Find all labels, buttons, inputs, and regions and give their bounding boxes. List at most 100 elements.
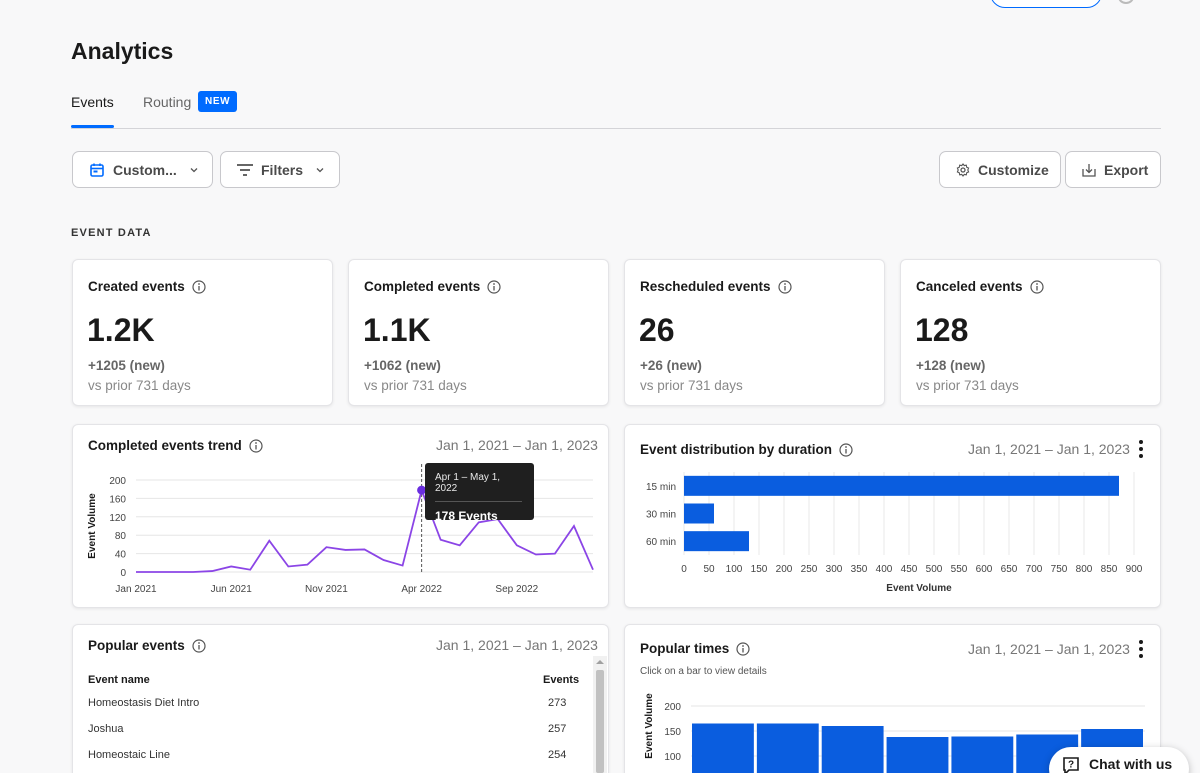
x-tick-label: 850 [1101, 564, 1118, 575]
customize-label: Customize [978, 161, 1049, 178]
card-title: Popular events [88, 638, 206, 653]
x-tick-label: 750 [1051, 564, 1068, 575]
table-row-name[interactable]: Homeostasis Diet Intro [88, 697, 200, 709]
chat-icon: ? [1063, 757, 1079, 773]
bar[interactable] [692, 723, 754, 773]
table-row-name[interactable]: Homeostaic Line [88, 749, 170, 761]
chevron-down-icon [316, 167, 324, 172]
stat-title-text: Canceled events [916, 279, 1023, 294]
card-subtitle: Click on a bar to view details [640, 666, 767, 677]
chat-widget-button[interactable]: ? Chat with us [1049, 747, 1189, 773]
x-tick-label: Nov 2021 [305, 584, 348, 595]
export-button[interactable]: Export [1065, 151, 1161, 188]
chart-tooltip: Apr 1 – May 1, 2022 178 Events [425, 463, 534, 523]
info-icon[interactable] [487, 279, 501, 294]
popular-events-card: Popular events Jan 1, 2021 – Jan 1, 2023… [72, 624, 609, 773]
tab-events[interactable]: Events [71, 94, 114, 110]
stat-change: +1205 (new) [88, 358, 165, 373]
date-range-text: Jan 1, 2021 – Jan 1, 2023 [968, 441, 1130, 457]
date-range-button[interactable]: Custom... [72, 151, 213, 188]
x-tick-label: Jan 2021 [115, 584, 157, 595]
page-title: Analytics [71, 38, 174, 64]
scrollbar-thumb[interactable] [596, 670, 604, 773]
bar[interactable] [951, 736, 1014, 773]
stat-card-created: Created events 1.2K +1205 (new) vs prior… [72, 259, 333, 406]
y-tick-label: 200 [664, 702, 681, 713]
bar[interactable] [684, 531, 749, 552]
highlight-point[interactable] [417, 485, 427, 495]
table-row-events: 257 [548, 723, 567, 735]
x-tick-label: Jun 2021 [211, 584, 253, 595]
x-tick-label: 150 [751, 564, 768, 575]
svg-text:?: ? [1068, 760, 1074, 771]
info-icon[interactable] [1029, 279, 1044, 294]
x-tick-label: Sep 2022 [495, 584, 538, 595]
popular-times-chart[interactable]: 100 150 200 Event Volume [624, 624, 1161, 773]
customize-button[interactable]: Customize [939, 151, 1061, 188]
info-icon[interactable] [777, 279, 792, 294]
section-label: EVENT DATA [71, 227, 152, 239]
bar[interactable] [684, 503, 714, 524]
y-tick-label: 0 [120, 568, 126, 579]
more-options-icon[interactable] [1139, 440, 1143, 461]
y-tick-label: 150 [664, 727, 681, 738]
top-header-button[interactable] [990, 0, 1102, 8]
x-tick-label: 800 [1076, 564, 1093, 575]
stat-prior: vs prior 731 days [640, 378, 743, 393]
col-header-events: Events [543, 674, 580, 686]
x-tick-label: 550 [951, 564, 968, 575]
stat-title: Canceled events [916, 279, 1044, 294]
card-title-text: Popular events [88, 638, 185, 653]
y-tick-label: 120 [109, 513, 126, 524]
info-icon[interactable] [192, 279, 206, 294]
x-tick-label: 900 [1126, 564, 1143, 575]
x-tick-label: 350 [851, 564, 868, 575]
y-tick-label: 40 [115, 550, 127, 561]
x-tick-label: 100 [726, 564, 743, 575]
trend-chart[interactable]: 0 40 80 120 160 200 Jan 2021 Jun 2021 Nov 2021 Ap… [72, 424, 609, 608]
info-icon[interactable] [736, 641, 750, 656]
table-row-name[interactable]: Joshua [88, 723, 124, 735]
table-row-events: 273 [548, 697, 567, 709]
stat-title: Completed events [364, 279, 501, 294]
y-tick-label: 100 [664, 752, 681, 763]
card-title: Completed events trend [88, 438, 263, 453]
distribution-chart[interactable]: 0 50 100 150 200 250 300 350 400 450 500 550 600 650 7… [624, 424, 1161, 608]
series-line[interactable] [136, 487, 594, 573]
category-label: 30 min [646, 510, 676, 521]
more-options-icon[interactable] [1139, 640, 1143, 661]
info-icon[interactable] [839, 442, 853, 457]
bar[interactable] [821, 726, 884, 773]
bar[interactable] [684, 475, 1119, 496]
bar[interactable] [756, 723, 819, 773]
card-title-text: Completed events trend [88, 438, 242, 453]
scroll-up-icon[interactable] [596, 659, 604, 665]
category-label: 60 min [646, 537, 676, 548]
filters-button[interactable]: Filters [220, 151, 340, 188]
bar[interactable] [886, 737, 949, 773]
chevron-down-icon [190, 167, 198, 172]
info-icon[interactable] [192, 638, 206, 653]
x-tick-label: 200 [776, 564, 793, 575]
x-tick-label: 650 [1001, 564, 1018, 575]
x-tick-label: 50 [703, 564, 715, 575]
tab-routing[interactable]: Routing [143, 94, 192, 110]
y-tick-label: 200 [109, 476, 126, 487]
info-icon[interactable] [249, 438, 263, 453]
avatar[interactable] [1118, 0, 1134, 4]
x-tick-label: Apr 2022 [401, 584, 442, 595]
x-tick-label: 300 [826, 564, 843, 575]
gear-icon [956, 162, 970, 177]
stat-value: 128 [915, 312, 969, 348]
date-range-text: Jan 1, 2021 – Jan 1, 2023 [436, 437, 598, 453]
x-tick-label: 250 [801, 564, 818, 575]
stat-prior: vs prior 731 days [364, 378, 467, 393]
x-tick-label: 450 [901, 564, 918, 575]
tooltip-value: 178 Events [435, 509, 498, 523]
tab-bar: Events Routing NEW [71, 88, 1161, 129]
stat-value: 26 [639, 312, 675, 348]
category-label: 15 min [646, 482, 676, 493]
filter-icon [237, 163, 253, 176]
new-badge: NEW [198, 91, 238, 112]
card-title-text: Event distribution by duration [640, 442, 832, 457]
